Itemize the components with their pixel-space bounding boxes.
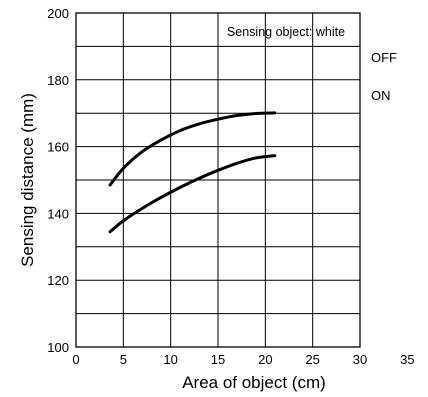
- x-tick-label: 0: [72, 352, 79, 367]
- y-axis-label: Sensing distance (mm): [18, 93, 37, 267]
- x-tick-label: 30: [353, 352, 367, 367]
- x-tick-label: 15: [211, 352, 225, 367]
- grid: [76, 13, 360, 347]
- series-label-off: OFF: [371, 50, 397, 65]
- series-line-on: [108, 154, 277, 234]
- series-lines: [108, 111, 277, 234]
- y-tick-label: 180: [47, 73, 69, 88]
- x-tick-label: 35: [400, 352, 414, 367]
- series-line-off: [108, 111, 277, 187]
- x-axis-label: Area of object (cm): [182, 373, 326, 392]
- annotation-label: Sensing object: white: [227, 25, 345, 39]
- x-tick-label: 20: [258, 352, 272, 367]
- y-tick-label: 120: [47, 273, 69, 288]
- x-tick-label: 10: [163, 352, 177, 367]
- plot-frame: [75, 12, 361, 348]
- y-tick-label: 140: [47, 206, 69, 221]
- y-tick-label: 160: [47, 140, 69, 155]
- series-label-on: ON: [371, 88, 391, 103]
- y-tick-label: 100: [47, 340, 69, 355]
- y-tick-label: 200: [47, 6, 69, 21]
- tick-labels: 0 5 10 15 20 25 30 35 100 120 140 160 180 200: [47, 6, 414, 367]
- x-tick-label: 25: [305, 352, 319, 367]
- x-tick-label: 5: [120, 352, 127, 367]
